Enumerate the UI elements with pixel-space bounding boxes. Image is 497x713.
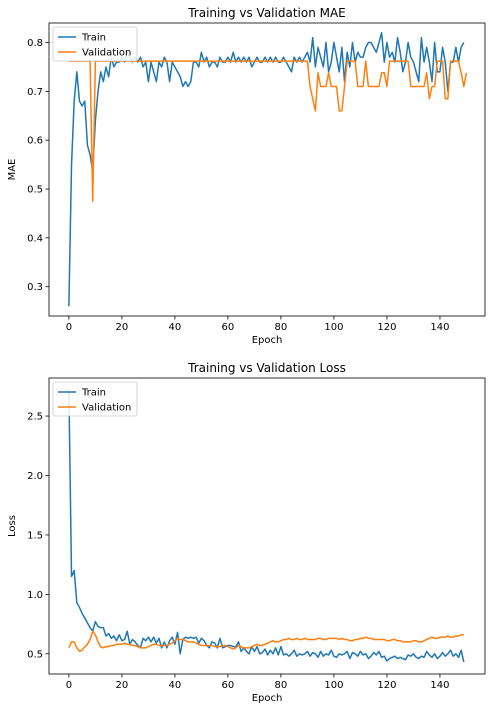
- x-tick-label: 100: [324, 680, 343, 691]
- y-tick-label: 0.8: [27, 38, 43, 49]
- y-tick-label: 0.5: [27, 649, 43, 660]
- chart-title: Training vs Validation Loss: [187, 361, 346, 375]
- series-line-validation: [68, 60, 468, 202]
- x-tick-label: 40: [169, 322, 182, 333]
- x-tick-label: 40: [169, 680, 182, 691]
- plot-frame: [48, 377, 486, 675]
- legend-label-validation: Validation: [82, 48, 131, 59]
- y-tick-label: 2.5: [27, 412, 43, 423]
- series-line-train: [68, 32, 465, 307]
- y-tick-label: 0.6: [27, 136, 43, 147]
- x-tick-label: 60: [222, 322, 235, 333]
- legend-label-train: Train: [81, 388, 106, 399]
- x-tick-label: 140: [430, 680, 449, 691]
- x-tick-label: 0: [66, 680, 72, 691]
- y-axis-label: Loss: [7, 515, 18, 537]
- legend-label-train: Train: [81, 33, 106, 44]
- y-tick-label: 0.7: [27, 87, 43, 98]
- y-tick-label: 1.5: [27, 530, 43, 541]
- x-tick-label: 0: [66, 322, 72, 333]
- x-tick-label: 100: [324, 322, 343, 333]
- chart-title: Training vs Validation MAE: [187, 6, 346, 20]
- x-tick-label: 120: [377, 680, 396, 691]
- x-axis-label: Epoch: [252, 335, 283, 346]
- series-line-validation: [68, 630, 464, 653]
- y-tick-label: 0.5: [27, 185, 43, 196]
- mae-chart: Training vs Validation MAE 0 20 40 60 80 100 12…: [7, 6, 486, 346]
- legend: Train Validation: [52, 26, 138, 62]
- series-line-train: [68, 389, 465, 663]
- y-tick-label: 2.0: [27, 471, 43, 482]
- loss-chart: Training vs Validation Loss 0 20 40 60 80 100 1…: [7, 361, 486, 704]
- x-axis-label: Epoch: [252, 693, 283, 704]
- x-tick-label: 20: [116, 322, 129, 333]
- x-tick-label: 60: [222, 680, 235, 691]
- y-tick-label: 0.3: [27, 282, 43, 293]
- y-tick-label: 0.4: [27, 233, 43, 244]
- x-tick-label: 140: [430, 322, 449, 333]
- x-tick-label: 20: [116, 680, 129, 691]
- x-tick-label: 80: [275, 322, 288, 333]
- legend: Train Validation: [52, 381, 138, 417]
- y-axis-label: MAE: [7, 159, 18, 181]
- x-tick-label: 120: [377, 322, 396, 333]
- legend-label-validation: Validation: [82, 403, 131, 414]
- x-tick-label: 80: [275, 680, 288, 691]
- plot-frame: [48, 22, 486, 317]
- y-tick-label: 1.0: [27, 590, 43, 601]
